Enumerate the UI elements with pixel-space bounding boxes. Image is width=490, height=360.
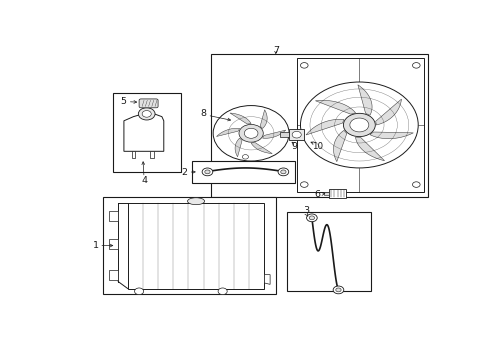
Bar [324,192,329,195]
Circle shape [300,63,308,68]
Circle shape [281,170,286,174]
Circle shape [413,63,420,68]
Text: 1: 1 [93,241,98,250]
Ellipse shape [188,198,205,205]
Polygon shape [334,130,347,162]
Bar [329,189,346,198]
Polygon shape [356,137,385,161]
Polygon shape [235,138,242,157]
Polygon shape [109,211,118,221]
Polygon shape [217,128,240,136]
Circle shape [307,214,317,222]
Circle shape [343,113,375,136]
Text: 10: 10 [312,142,323,151]
Circle shape [300,82,418,168]
Polygon shape [131,151,135,158]
Polygon shape [230,113,251,124]
Circle shape [205,170,210,174]
Circle shape [333,286,344,294]
Text: 4: 4 [142,176,148,185]
Polygon shape [109,239,118,249]
Bar [192,161,295,183]
Polygon shape [263,130,286,138]
Text: 9: 9 [292,142,298,151]
Polygon shape [265,275,270,284]
Circle shape [243,155,248,159]
Circle shape [292,131,301,138]
Text: 3: 3 [303,206,309,215]
Polygon shape [316,100,356,114]
Circle shape [202,168,213,176]
Polygon shape [128,203,265,288]
Polygon shape [150,151,154,158]
Polygon shape [109,270,118,280]
Circle shape [142,111,151,117]
Polygon shape [376,99,401,125]
Text: 8: 8 [201,109,207,118]
Circle shape [213,105,289,161]
Polygon shape [306,119,344,135]
Text: 5: 5 [120,97,126,106]
Bar [103,197,276,294]
Bar [280,132,289,138]
Text: 6: 6 [315,190,320,199]
Circle shape [413,182,420,187]
Circle shape [218,288,227,294]
Bar [287,212,371,291]
Circle shape [336,288,341,292]
Circle shape [135,288,144,294]
Circle shape [300,182,308,187]
Polygon shape [251,143,272,154]
Bar [289,129,304,140]
Text: 2: 2 [182,168,188,177]
Polygon shape [358,85,372,115]
Circle shape [309,216,315,220]
Polygon shape [124,114,164,151]
Bar [297,58,424,192]
Circle shape [278,168,289,176]
Polygon shape [370,132,414,139]
Bar [113,93,181,172]
Circle shape [138,108,155,120]
Circle shape [239,125,263,142]
Text: 7: 7 [273,46,279,55]
Polygon shape [260,110,267,129]
Circle shape [350,118,369,132]
FancyBboxPatch shape [139,99,158,108]
Bar [211,54,428,197]
Circle shape [245,128,258,138]
